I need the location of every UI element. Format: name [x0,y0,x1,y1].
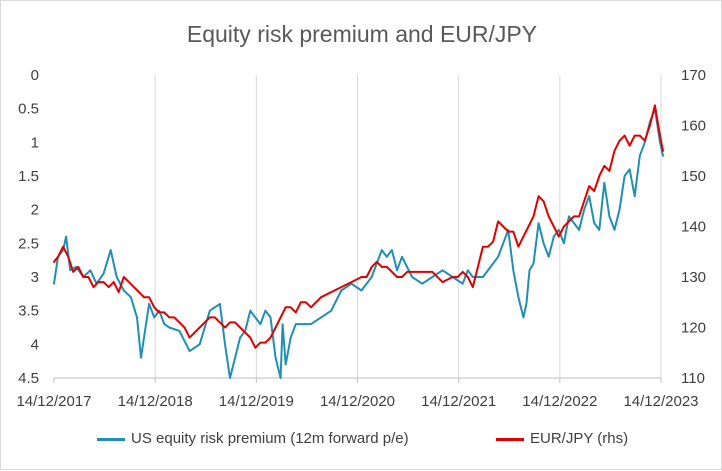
y-right-tick-1: 120 [681,320,706,337]
y-right-tick-labels: 110 120 130 140 150 160 170 [681,67,706,387]
y-left-tick-7: 3.5 [18,303,39,320]
y-left-tick-4: 2 [31,202,39,219]
series-line-erp [53,107,664,379]
legend-swatch-erp [97,438,125,441]
chart-title: Equity risk premium and EUR/JPY [186,21,538,47]
y-left-tick-9: 4.5 [18,370,39,387]
y-right-tick-5: 160 [681,118,706,135]
y-left-tick-5: 2.5 [18,235,39,252]
x-tick-label-5: 14/12/2022 [522,393,597,410]
x-tick-label-1: 14/12/2018 [118,393,193,410]
y-right-tick-0: 110 [681,370,705,387]
legend-label-eurjpy: EUR/JPY (rhs) [530,430,629,447]
series-lines [53,104,664,379]
x-tick-label-6: 14/12/2023 [623,393,698,410]
y-left-tick-labels: 0 0.5 1 1.5 2 2.5 3 3.5 4 4.5 [18,67,39,387]
y-left-tick-8: 4 [31,336,39,353]
y-right-tick-2: 130 [681,269,706,286]
x-tick-labels: 14/12/2017 14/12/2018 14/12/2019 14/12/2020… [16,378,699,410]
x-tick-label-0: 14/12/2017 [16,393,91,410]
y-left-tick-6: 3 [31,269,39,286]
legend-swatch-eurjpy [496,438,524,441]
x-tick-label-2: 14/12/2019 [219,393,294,410]
y-right-tick-4: 150 [681,168,706,185]
series-line-eurjpy [53,104,664,349]
legend: US equity risk premium (12m forward p/e)… [1,429,722,449]
grid-lines [154,75,662,378]
y-left-tick-3: 1.5 [18,168,39,185]
y-left-tick-2: 1 [31,134,39,151]
x-tick-label-3: 14/12/2020 [320,393,395,410]
y-right-tick-6: 170 [681,67,706,84]
legend-label-erp: US equity risk premium (12m forward p/e) [131,430,409,447]
y-right-tick-3: 140 [681,219,706,236]
y-left-tick-0: 0 [31,67,39,84]
y-left-tick-1: 0.5 [18,101,39,118]
x-tick-label-4: 14/12/2021 [421,393,496,410]
